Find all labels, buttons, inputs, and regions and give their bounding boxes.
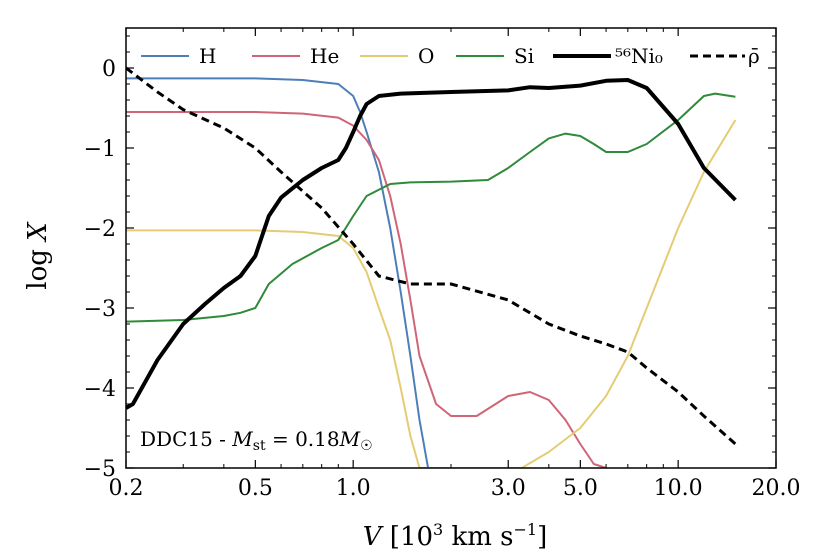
series-line-3 xyxy=(126,92,736,323)
legend-label: H xyxy=(199,44,216,68)
x-tick-label: 0.2 xyxy=(109,476,144,501)
x-tick-label: 3.0 xyxy=(491,476,526,501)
series-line-5 xyxy=(126,66,737,446)
plot-background xyxy=(126,28,776,468)
plot-frame xyxy=(125,27,777,469)
x-tick-label: 10.0 xyxy=(654,476,703,501)
series-line-2 xyxy=(126,119,737,468)
x-tick-label: 5.0 xyxy=(563,476,598,501)
legend-label: Si xyxy=(514,44,534,68)
y-tick-label: 0 xyxy=(102,57,116,82)
plot-area xyxy=(126,28,776,468)
x-tick-label: 0.5 xyxy=(238,476,273,501)
y-tick-label: −4 xyxy=(84,377,116,402)
legend-label: O xyxy=(418,44,434,68)
legend: H He O Si ⁵⁶Ni₀ ρ̄ xyxy=(141,44,760,68)
y-axis-label: log X xyxy=(23,221,53,290)
x-tick-label: 1.0 xyxy=(336,476,371,501)
series-line-1 xyxy=(126,111,607,468)
y-tick-label: −5 xyxy=(84,457,116,482)
legend-label: ρ̄ xyxy=(748,44,760,68)
y-tick-label: −3 xyxy=(84,297,116,322)
x-tick-label: 20.0 xyxy=(752,476,801,501)
legend-label: ⁵⁶Ni₀ xyxy=(615,44,663,68)
series-line-4 xyxy=(126,78,737,410)
series-line-0 xyxy=(126,77,430,468)
x-axis-label: V [103 km s−1] xyxy=(363,520,548,552)
legend-label: He xyxy=(310,44,339,68)
y-tick-label: −2 xyxy=(84,217,116,242)
y-tick-label: −1 xyxy=(84,137,116,162)
axis-ticks: 0.2 0.5 1.0 3.0 5.0 10.0 20.0 0 −1 −2 −3 −4 −5 xyxy=(84,28,801,501)
series-layer xyxy=(126,66,737,468)
